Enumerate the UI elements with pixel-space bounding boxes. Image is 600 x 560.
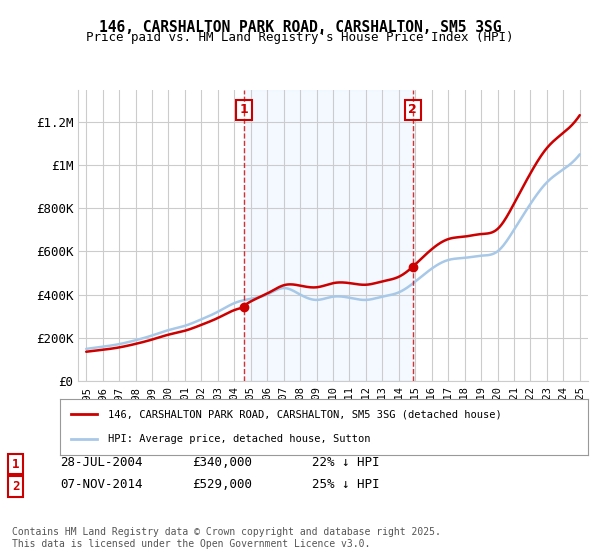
Text: 146, CARSHALTON PARK ROAD, CARSHALTON, SM5 3SG (detached house): 146, CARSHALTON PARK ROAD, CARSHALTON, S…	[107, 409, 501, 419]
Text: 146, CARSHALTON PARK ROAD, CARSHALTON, SM5 3SG: 146, CARSHALTON PARK ROAD, CARSHALTON, S…	[99, 20, 501, 35]
Text: 28-JUL-2004: 28-JUL-2004	[60, 456, 143, 469]
Text: 25% ↓ HPI: 25% ↓ HPI	[312, 478, 380, 491]
Text: Price paid vs. HM Land Registry's House Price Index (HPI): Price paid vs. HM Land Registry's House …	[86, 31, 514, 44]
Bar	[244, 90, 413, 381]
Text: 1: 1	[12, 458, 19, 470]
Text: £529,000: £529,000	[192, 478, 252, 491]
Text: 2: 2	[12, 480, 19, 493]
Text: HPI: Average price, detached house, Sutton: HPI: Average price, detached house, Sutt…	[107, 434, 370, 444]
Text: 07-NOV-2014: 07-NOV-2014	[60, 478, 143, 491]
Text: Contains HM Land Registry data © Crown copyright and database right 2025.
This d: Contains HM Land Registry data © Crown c…	[12, 527, 441, 549]
Text: 1: 1	[239, 104, 248, 116]
Text: 22% ↓ HPI: 22% ↓ HPI	[312, 456, 380, 469]
Text: 2: 2	[409, 104, 417, 116]
Text: £340,000: £340,000	[192, 456, 252, 469]
